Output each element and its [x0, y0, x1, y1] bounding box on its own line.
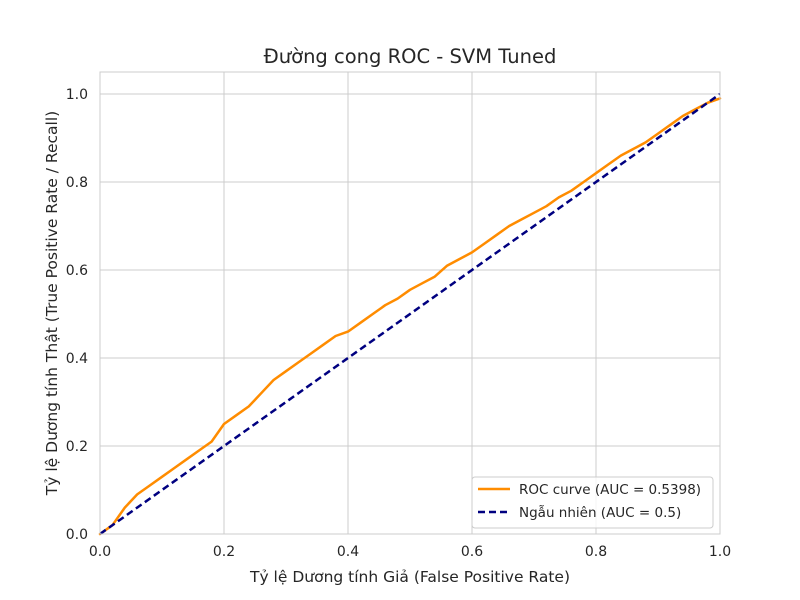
y-tick-label: 0.4 [66, 351, 88, 367]
legend-box [471, 476, 714, 529]
grid [99, 72, 721, 535]
x-tick-label: 1.0 [709, 544, 731, 560]
y-tick-label: 1.0 [66, 87, 88, 103]
x-axis-label: Tỷ lệ Dương tính Giả (False Positive Rat… [249, 568, 570, 586]
x-tick-labels: 0.0 0.2 0.4 0.6 0.8 1.0 [89, 544, 731, 560]
y-tick-label: 0.8 [66, 175, 88, 191]
legend: ROC curve (AUC = 0.5398) Ngẫu nhiên (AUC… [471, 476, 714, 529]
x-tick-label: 0.2 [213, 544, 235, 560]
series-layer [98, 92, 722, 536]
x-tick-label: 0.4 [337, 544, 359, 560]
random-baseline-line [99, 92, 721, 536]
chart-title: Đường cong ROC - SVM Tuned [264, 45, 557, 68]
y-tick-labels: 0.0 0.2 0.4 0.6 0.8 1.0 [66, 87, 88, 543]
plot-frame [99, 71, 721, 535]
x-tick-label: 0.0 [89, 544, 111, 560]
y-axis-label: Tỷ lệ Dương tính Thật (True Positive Rat… [43, 111, 61, 496]
legend-label-roc: ROC curve (AUC = 0.5398) [519, 482, 701, 498]
y-tick-label: 0.2 [66, 439, 88, 455]
y-tick-label: 0.6 [66, 263, 88, 279]
x-tick-label: 0.6 [461, 544, 483, 560]
y-tick-label: 0.0 [66, 527, 88, 543]
roc-curve-line [98, 97, 722, 536]
x-tick-label: 0.8 [585, 544, 607, 560]
legend-label-random: Ngẫu nhiên (AUC = 0.5) [519, 504, 681, 521]
